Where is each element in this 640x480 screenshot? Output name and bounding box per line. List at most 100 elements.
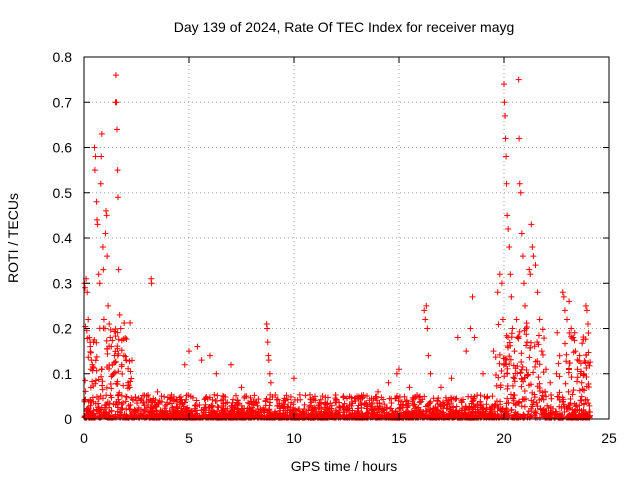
data-point — [503, 180, 510, 187]
data-point — [291, 375, 297, 382]
data-point — [392, 395, 399, 402]
data-point — [349, 400, 356, 407]
data-point — [174, 414, 181, 421]
data-point — [501, 409, 508, 416]
data-point — [494, 411, 501, 418]
plot-frame — [83, 56, 610, 420]
data-point — [571, 400, 578, 407]
data-point — [517, 189, 524, 196]
data-point — [219, 414, 226, 421]
data-point — [366, 397, 373, 404]
data-point — [355, 396, 362, 403]
data-point — [524, 339, 531, 346]
data-point — [490, 348, 497, 355]
data-point — [516, 328, 523, 335]
data-point — [480, 370, 486, 377]
data-point — [574, 366, 581, 373]
data-point — [556, 373, 563, 380]
data-point — [440, 399, 447, 406]
data-point — [559, 394, 566, 401]
data-point — [313, 408, 320, 415]
data-point — [149, 398, 156, 405]
data-point — [234, 405, 241, 412]
data-point — [420, 408, 427, 415]
data-point — [127, 406, 134, 413]
data-point — [572, 409, 579, 416]
data-point — [95, 271, 102, 278]
data-point — [565, 366, 572, 373]
data-point — [119, 370, 126, 377]
data-point — [526, 266, 533, 273]
y-tick-label: 0 — [64, 411, 72, 427]
data-point — [509, 382, 516, 389]
data-point — [419, 396, 426, 403]
data-point — [573, 378, 580, 385]
data-point — [479, 410, 486, 417]
data-point — [128, 375, 135, 382]
data-point — [542, 388, 549, 395]
data-point — [563, 358, 570, 365]
data-point — [208, 404, 215, 411]
data-point — [261, 409, 268, 416]
data-point — [177, 393, 184, 400]
data-point — [119, 405, 126, 412]
data-point — [219, 396, 226, 403]
data-point — [585, 320, 591, 327]
data-point — [585, 349, 592, 356]
data-point — [520, 414, 527, 421]
data-point — [162, 402, 169, 409]
data-point — [118, 392, 125, 399]
data-point — [493, 382, 500, 389]
data-point — [103, 212, 110, 219]
data-point — [498, 408, 505, 415]
data-point — [125, 414, 132, 421]
data-point — [469, 414, 476, 421]
data-point — [113, 380, 120, 387]
data-point — [583, 410, 590, 417]
data-point — [166, 394, 173, 401]
data-point — [212, 410, 219, 417]
data-point — [586, 362, 593, 369]
data-point — [207, 352, 213, 359]
data-point — [503, 356, 510, 363]
data-point — [502, 135, 509, 142]
data-point — [506, 244, 513, 251]
data-point — [576, 358, 583, 365]
data-point — [498, 367, 505, 374]
data-point — [352, 398, 359, 405]
data-point — [459, 411, 466, 418]
data-point — [135, 395, 142, 402]
data-point — [438, 384, 444, 391]
data-point — [488, 406, 495, 413]
data-point — [267, 379, 274, 386]
data-point — [315, 402, 322, 409]
data-point — [578, 379, 585, 386]
data-point — [126, 405, 133, 412]
data-point — [235, 409, 242, 416]
data-point — [219, 402, 226, 409]
data-point — [518, 350, 525, 357]
data-point — [494, 289, 501, 296]
data-point — [201, 396, 208, 403]
data-point — [507, 271, 514, 278]
data-point — [296, 405, 303, 412]
data-point — [514, 370, 521, 377]
data-point — [241, 393, 248, 400]
data-point — [450, 404, 457, 411]
data-point — [343, 395, 350, 402]
data-point — [489, 410, 496, 417]
data-point — [148, 280, 155, 287]
data-point — [95, 396, 102, 403]
data-point — [84, 289, 91, 296]
data-point — [162, 411, 169, 418]
data-point — [92, 357, 99, 364]
data-point — [346, 401, 353, 408]
data-point — [264, 325, 271, 332]
data-point — [452, 396, 459, 403]
x-tick-label: 5 — [185, 430, 193, 446]
data-point — [301, 401, 308, 408]
data-point — [158, 398, 165, 405]
data-point — [564, 404, 571, 411]
data-point — [578, 397, 585, 404]
data-point — [94, 216, 101, 223]
